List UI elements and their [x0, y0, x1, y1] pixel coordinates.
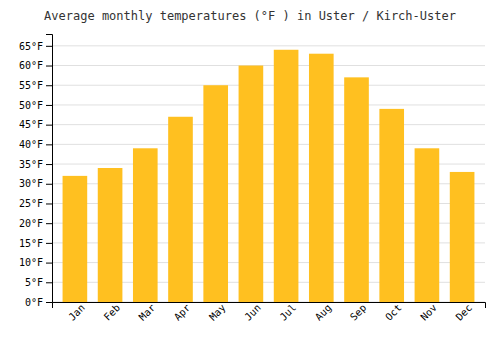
x-tick-label: Sep — [348, 302, 369, 323]
y-tick-mark — [46, 302, 52, 303]
y-tick-label: 15°F — [19, 238, 43, 249]
y-tick-label: 25°F — [19, 198, 43, 209]
x-tick-label: Jul — [278, 302, 299, 323]
x-tick: Dec — [454, 302, 475, 323]
grid-line — [52, 85, 485, 86]
x-tick-label: Feb — [102, 302, 123, 323]
y-tick: 10°F — [19, 257, 52, 268]
x-tick: May — [207, 302, 228, 323]
x-tick: Nov — [418, 302, 439, 323]
y-tick-mark — [46, 282, 52, 283]
y-tick: 35°F — [19, 159, 52, 170]
y-tick-label: 55°F — [19, 80, 43, 91]
plot: 0°F 5°F 10°F 15°F 20°F 25°F 30°F 35°F 40°F 45°F 50… — [19, 35, 486, 323]
y-tick-mark — [46, 105, 52, 106]
y-tick-label: 45°F — [19, 119, 43, 130]
y-axis: 0°F 5°F 10°F 15°F 20°F 25°F 30°F 35°F 40°F 45°F 50… — [19, 35, 53, 308]
y-tick-mark — [46, 243, 52, 244]
x-tick-label: Mar — [137, 302, 158, 323]
x-tick-label: Apr — [172, 302, 193, 323]
y-tick-mark — [46, 263, 52, 264]
x-tick-label: Oct — [383, 302, 404, 323]
y-tick: 40°F — [19, 139, 52, 150]
bar — [239, 66, 264, 302]
x-tick-label: Jan — [66, 302, 87, 323]
grid-line — [52, 65, 485, 66]
x-tick: Sep — [348, 302, 369, 323]
y-tick-label: 50°F — [19, 100, 43, 111]
y-tick-label: 20°F — [19, 218, 43, 229]
bar — [344, 77, 369, 302]
x-tick: Apr — [172, 302, 193, 323]
y-tick: 45°F — [19, 119, 52, 130]
y-tick-label: 5°F — [25, 277, 43, 288]
y-tick-mark — [46, 144, 52, 145]
bar — [63, 176, 88, 302]
bar — [203, 85, 228, 302]
bar — [98, 168, 123, 302]
grid-line — [52, 104, 485, 105]
grid-line — [52, 45, 485, 46]
x-tick: Mar — [137, 302, 158, 323]
y-tick-label: 30°F — [19, 178, 43, 189]
y-tick-label: 10°F — [19, 257, 43, 268]
bar — [450, 172, 475, 302]
y-tick: 5°F — [25, 277, 52, 288]
y-tick: 60°F — [19, 60, 52, 71]
bar — [309, 54, 334, 302]
y-tick-mark — [46, 85, 52, 86]
x-tick: Jul — [278, 302, 299, 323]
y-tick-mark — [46, 46, 52, 47]
y-tick-label: 0°F — [25, 297, 43, 308]
bar — [379, 109, 404, 302]
y-axis-line — [46, 35, 53, 303]
grid — [52, 46, 485, 302]
x-tick: Oct — [383, 302, 404, 323]
y-tick: 25°F — [19, 198, 52, 209]
y-tick-label: 35°F — [19, 159, 43, 170]
bars — [63, 50, 475, 302]
bar — [133, 148, 158, 302]
x-tick-label: Nov — [418, 302, 439, 323]
y-tick-mark — [46, 223, 52, 224]
y-tick: 55°F — [19, 80, 52, 91]
y-tick-mark — [46, 203, 52, 204]
grid-line — [52, 124, 485, 125]
bar — [415, 148, 440, 302]
x-tick-label: Jun — [242, 302, 263, 323]
x-tick: Jan — [66, 302, 87, 323]
x-tick: Feb — [102, 302, 123, 323]
x-tick-label: Dec — [454, 302, 475, 323]
y-tick: 20°F — [19, 218, 52, 229]
y-tick-label: 65°F — [19, 41, 43, 52]
chart: Average monthly temperatures (°F ) in Us… — [0, 0, 500, 350]
y-tick-mark — [46, 164, 52, 165]
y-tick: 65°F — [19, 41, 52, 52]
y-tick: 0°F — [25, 297, 52, 308]
grid-line — [52, 144, 485, 145]
x-tick: Jun — [242, 302, 263, 323]
y-tick: 15°F — [19, 238, 52, 249]
bar — [168, 117, 193, 302]
y-tick: 30°F — [19, 178, 52, 189]
bar — [274, 50, 299, 302]
x-axis: Jan Feb Mar Apr May Jun Jul Aug Sep Oct Nov Dec — [53, 302, 486, 323]
y-tick-mark — [46, 66, 52, 67]
y-tick-label: 40°F — [19, 139, 43, 150]
x-tick-label: Aug — [313, 302, 334, 323]
x-tick: Aug — [313, 302, 334, 323]
y-tick-mark — [46, 125, 52, 126]
y-tick-label: 60°F — [19, 60, 43, 71]
title: Average monthly temperatures (°F ) in Us… — [44, 9, 456, 23]
y-tick: 50°F — [19, 100, 52, 111]
y-tick-mark — [46, 184, 52, 185]
x-tick-label: May — [207, 302, 228, 323]
